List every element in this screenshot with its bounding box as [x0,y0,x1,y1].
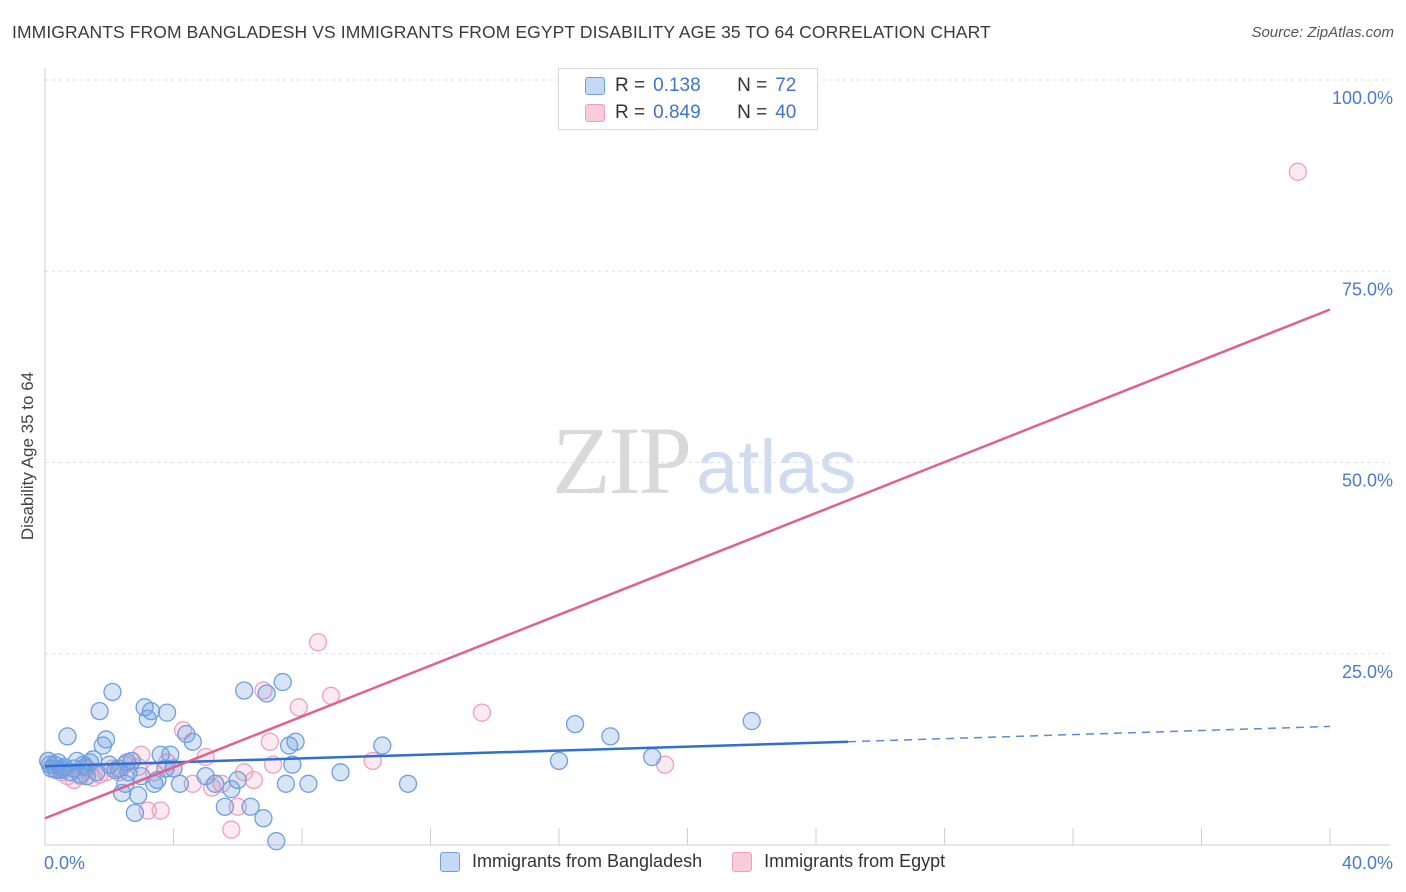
bangladesh-point [76,757,95,777]
bangladesh-point [125,803,145,823]
bangladesh-point [254,809,273,828]
y-tick-label: 100.0% [1332,88,1393,108]
r-value: 0.849 [653,102,701,123]
egypt-point [1288,162,1308,181]
egypt-swatch [585,104,605,122]
bangladesh-swatch [585,77,605,95]
n-value: 72 [775,75,797,96]
egypt-point [260,732,280,751]
bangladesh-point [206,774,225,793]
egypt-point [254,681,273,700]
egypt-point [222,820,241,839]
y-tick-label: 25.0% [1342,662,1393,682]
bangladesh-point [196,767,215,786]
bangladesh-point [257,684,276,703]
series-legend: Immigrants from Bangladesh Immigrants fr… [440,851,975,872]
bangladesh-point [299,774,318,793]
egypt-point [228,797,247,816]
chart-title: IMMIGRANTS FROM BANGLADESH VS IMMIGRANTS… [12,22,991,42]
bangladesh-point [90,701,109,721]
gridlines [44,68,1390,846]
bangladesh-point [283,755,302,774]
egypt-point [151,801,170,820]
bangladesh-point [276,774,296,793]
egypt-point [308,633,328,652]
bangladesh-point [235,681,254,700]
legend-item-bangladesh[interactable]: Immigrants from Bangladesh [440,851,702,872]
bangladesh-point [183,732,202,751]
tick-labels: 100.0% 75.0% 50.0% 25.0% 0.0% 40.0% [44,88,1393,873]
bangladesh-point [141,701,161,721]
r-label: R = [615,75,646,96]
bangladesh-point [103,682,122,702]
bangladesh-point [53,759,72,778]
egypt-trend-line [44,308,1331,820]
watermark-zip: ZIP [552,407,692,514]
r-label: R = [615,102,646,123]
egypt-point [472,703,492,722]
stats-legend: R = 0.138 N = 72 R = 0.849 N = 40 [558,68,818,130]
n-label: N = [737,75,768,96]
egypt-point [244,770,263,790]
data-points [39,162,1308,851]
bangladesh-point [157,703,177,722]
bangladesh-point [742,711,761,731]
stats-legend-row-bangladesh: R = 0.138 N = 72 [585,74,796,98]
bangladesh-point [170,774,190,793]
bangladesh-point [96,730,116,749]
bangladesh-point [267,832,286,851]
r-value: 0.138 [653,75,701,96]
n-value: 40 [775,102,797,123]
egypt-legend-swatch [732,851,753,872]
egypt-point [289,698,308,717]
chart-source: Source: ZipAtlas.com [1251,24,1394,41]
bangladesh-point [77,767,96,786]
bangladesh-point [129,786,148,805]
bangladesh-point [58,727,77,746]
bangladesh-point [286,732,305,751]
bangladesh-point [222,780,241,799]
bangladesh-point [549,751,569,770]
bangladesh-point [643,747,662,767]
stats-legend-row-egypt: R = 0.849 N = 40 [585,101,796,125]
bangladesh-trend-extension [848,725,1331,743]
bangladesh-point [273,672,292,692]
legend-label-bangladesh: Immigrants from Bangladesh [472,851,703,871]
bangladesh-point [601,727,620,746]
trend-lines [44,308,1331,820]
bangladesh-trend-line [44,740,849,768]
n-label: N = [737,102,768,123]
watermark-atlas: atlas [696,425,857,510]
legend-label-egypt: Immigrants from Egypt [764,851,946,871]
bangladesh-point [215,797,235,816]
x-tick-label-max: 40.0% [1342,853,1393,873]
bangladesh-point [398,774,418,793]
bangladesh-point [373,736,392,755]
watermark: ZIPatlas [552,405,857,516]
legend-item-egypt[interactable]: Immigrants from Egypt [732,851,945,872]
x-tick-label-min: 0.0% [44,853,85,873]
axis-ticks [44,828,1331,845]
bangladesh-point [565,714,585,734]
y-tick-label: 50.0% [1342,471,1393,491]
bangladesh-point [241,797,260,816]
bangladesh-legend-swatch [440,851,460,872]
bangladesh-point [228,770,247,790]
bangladesh-point [331,763,350,782]
y-tick-label: 75.0% [1342,279,1393,299]
